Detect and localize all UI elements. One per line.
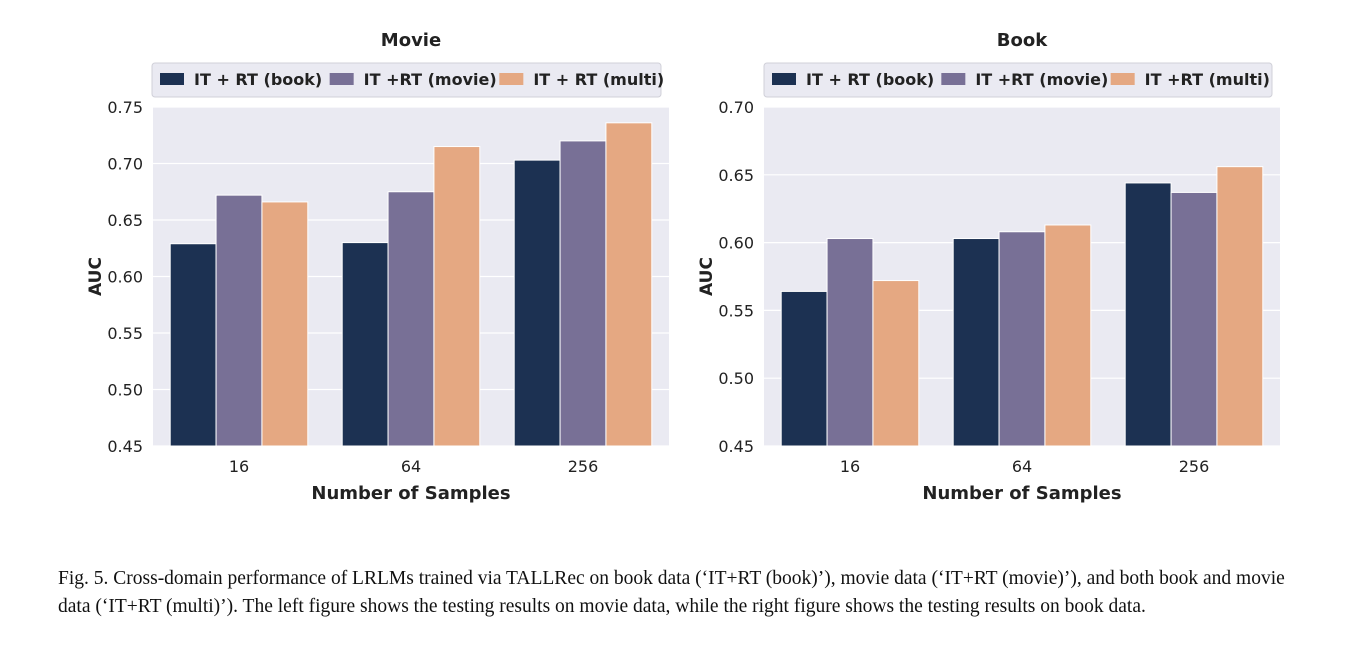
bar bbox=[513, 159, 561, 447]
bar bbox=[1124, 182, 1172, 447]
bar bbox=[169, 243, 217, 447]
bar bbox=[780, 290, 828, 447]
legend-label: IT + RT (book) bbox=[806, 70, 934, 89]
y-tick-label: 0.60 bbox=[107, 268, 143, 287]
bar bbox=[387, 191, 435, 447]
x-tick-label: 64 bbox=[401, 457, 421, 476]
x-tick-label: 256 bbox=[1179, 457, 1210, 476]
legend-label: IT + RT (book) bbox=[194, 70, 322, 89]
y-tick-label: 0.45 bbox=[107, 437, 143, 456]
y-tick-label: 0.70 bbox=[107, 155, 143, 174]
x-tick-label: 16 bbox=[840, 457, 860, 476]
bar bbox=[341, 242, 389, 447]
y-tick-label: 0.65 bbox=[718, 166, 754, 185]
legend-swatch bbox=[941, 73, 966, 85]
x-tick-label: 256 bbox=[568, 457, 599, 476]
bar bbox=[605, 122, 653, 447]
y-axis-label: AUC bbox=[697, 257, 717, 296]
bar bbox=[261, 201, 309, 447]
bar bbox=[433, 146, 481, 447]
y-tick-label: 0.45 bbox=[718, 437, 754, 456]
y-tick-label: 0.50 bbox=[718, 369, 754, 388]
y-tick-label: 0.50 bbox=[107, 381, 143, 400]
legend-swatch bbox=[772, 73, 796, 85]
bar bbox=[1170, 191, 1218, 447]
y-tick-label: 0.65 bbox=[107, 211, 143, 230]
figure-caption: Fig. 5. Cross-domain performance of LRLM… bbox=[58, 568, 1285, 617]
x-axis-label: Number of Samples bbox=[311, 483, 510, 504]
legend-swatch bbox=[1110, 73, 1135, 85]
legend-label: IT +RT (movie) bbox=[364, 70, 497, 89]
x-axis-label: Number of Samples bbox=[922, 483, 1121, 504]
bar bbox=[1044, 224, 1092, 447]
legend-swatch bbox=[499, 73, 524, 85]
chart-title: Book bbox=[997, 30, 1048, 51]
legend-label: IT +RT (movie) bbox=[975, 70, 1108, 89]
legend bbox=[151, 62, 662, 98]
y-tick-label: 0.60 bbox=[718, 234, 754, 253]
y-tick-label: 0.75 bbox=[107, 98, 143, 117]
legend-label: IT + RT (multi) bbox=[533, 70, 664, 89]
x-tick-label: 64 bbox=[1012, 457, 1032, 476]
bar bbox=[872, 280, 920, 447]
figure: 0.45 0.50 0.55 0.60 0.65 0.70 0.75 16 64 256 Movie… bbox=[86, 30, 1280, 504]
legend-swatch bbox=[329, 73, 354, 85]
y-tick-label: 0.70 bbox=[718, 98, 754, 117]
chart-title: Movie bbox=[381, 30, 441, 51]
y-axis-label: AUC bbox=[86, 257, 106, 296]
bar bbox=[1216, 166, 1264, 447]
bar bbox=[998, 231, 1046, 447]
bar bbox=[826, 238, 874, 447]
legend-swatch bbox=[160, 73, 184, 85]
bar bbox=[952, 238, 1000, 447]
legend-label: IT +RT (multi) bbox=[1145, 70, 1270, 89]
bar bbox=[215, 194, 263, 447]
bar bbox=[559, 140, 607, 447]
x-tick-label: 16 bbox=[229, 457, 249, 476]
y-tick-label: 0.55 bbox=[718, 301, 754, 320]
y-tick-label: 0.55 bbox=[107, 324, 143, 343]
legend bbox=[763, 62, 1273, 98]
